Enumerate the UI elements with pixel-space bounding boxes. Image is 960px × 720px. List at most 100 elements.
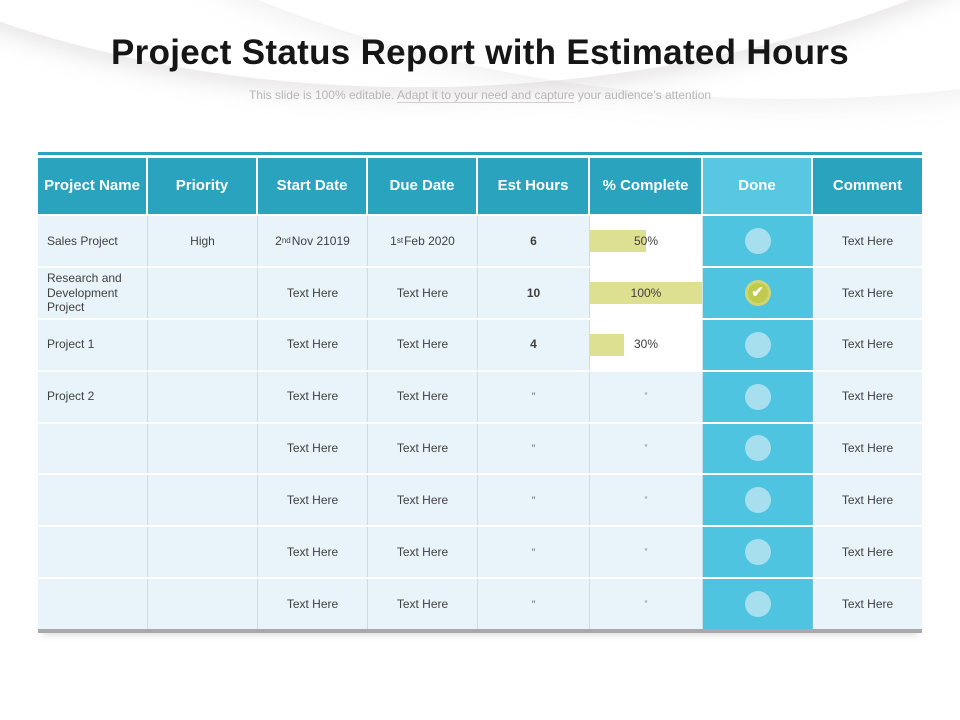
cell-project-name: Research and Development Project [38,267,148,318]
cell-priority [148,371,258,422]
circle-icon [744,383,771,410]
cell-est-hours: ” [478,579,590,629]
table-row: Text Here Text Here”” Text Here [38,475,922,526]
column-header-est: Est Hours [478,158,590,214]
cell-project-name [38,423,148,474]
ditto-mark: ” [644,391,648,402]
table-row: Text Here Text Here”” Text Here [38,527,922,578]
cell-priority [148,267,258,318]
cell-comment: Text Here [813,423,922,474]
subtitle-text: This slide is 100% editable. [248,88,398,102]
cell-percent-complete: ” [590,423,703,474]
cell-start-date: Text Here [258,319,368,370]
cell-comment: Text Here [813,579,922,629]
cell-priority [148,423,258,474]
cell-est-hours: ” [478,423,590,474]
column-header-done: Done [703,158,813,214]
cell-project-name: Project 2 [38,371,148,422]
cell-percent-complete: ” [590,579,703,629]
column-header-priority: Priority [148,158,258,214]
cell-comment: Text Here [813,475,922,526]
column-header-comment: Comment [813,158,922,214]
cell-est-hours: ” [478,527,590,578]
cell-due-date: Text Here [368,319,478,370]
table-row: Research and Development Project Text Her… [38,267,922,318]
circle-icon [744,435,771,462]
cell-est-hours: 6 [478,216,590,266]
ditto-mark: ” [531,391,536,402]
cell-start-date: Text Here [258,475,368,526]
cell-start-date: Text Here [258,527,368,578]
cell-est-hours: ” [478,475,590,526]
cell-project-name [38,579,148,629]
cell-due-date: Text Here [368,527,478,578]
ditto-mark: ” [531,442,536,453]
decorative-swoosh [0,0,960,167]
cell-project-name: Project 1 [38,319,148,370]
cell-start-date: Text Here [258,371,368,422]
cell-priority [148,579,258,629]
cell-priority [148,475,258,526]
subtitle-text: your audience’s attention [574,88,712,102]
cell-start-date: Text Here [258,267,368,318]
circle-icon [744,487,771,514]
progress-bar [590,281,702,304]
column-header-project: Project Name [38,158,148,214]
cell-project-name [38,475,148,526]
column-header-start: Start Date [258,158,368,214]
slide-title: Project Status Report with Estimated Hou… [111,33,849,72]
circle-icon [744,227,771,254]
ditto-mark: ” [644,598,648,609]
cell-comment: Text Here [813,319,922,370]
cell-due-date: Text Here [368,475,478,526]
cell-percent-complete: 100% [590,267,703,318]
circle-icon [744,539,771,566]
cell-percent-complete: 30% [590,319,703,370]
cell-percent-complete: ” [590,475,703,526]
cell-done [703,475,813,526]
column-header-complete: % Complete [590,158,703,214]
table-row: Text Here Text Here”” Text Here [38,579,922,629]
cell-comment: Text Here [813,216,922,266]
ditto-mark: ” [531,598,536,609]
cell-est-hours: 10 [478,267,590,318]
table-row: Project 2 Text Here Text Here”” Text Here [38,371,922,422]
cell-done [703,371,813,422]
cell-priority [148,319,258,370]
circle-icon [744,331,771,358]
cell-done [703,319,813,370]
cell-done [703,216,813,266]
percent-label: 30% [633,337,659,352]
ditto-mark: ” [531,494,536,505]
progress-bar [590,229,646,252]
table-header-row: Project Name Priority Start Date Due Date Es… [38,158,922,214]
project-status-table: Project Name Priority Start Date Due Date Es… [38,158,922,633]
percent-label: 50% [633,233,659,248]
cell-project-name: Sales Project [38,216,148,266]
cell-priority [148,527,258,578]
ditto-mark: ” [644,494,648,505]
cell-est-hours: 4 [478,319,590,370]
cell-project-name [38,527,148,578]
ditto-mark: ” [531,546,536,557]
cell-due-date: Text Here [368,579,478,629]
cell-comment: Text Here [813,267,922,318]
column-header-due: Due Date [368,158,478,214]
cell-comment: Text Here [813,371,922,422]
cell-done [703,527,813,578]
decorative-swoosh [0,0,960,146]
cell-due-date: Text Here [368,423,478,474]
table-top-accent-line [38,152,922,155]
slide-subtitle: This slide is 100% editable. Adapt it to… [0,88,960,102]
percent-label: 100% [630,285,662,300]
cell-done [703,423,813,474]
cell-start-date: Text Here [258,423,368,474]
table-row: Text Here Text Here”” Text Here [38,423,922,474]
cell-est-hours: ” [478,371,590,422]
cell-percent-complete: ” [590,371,703,422]
